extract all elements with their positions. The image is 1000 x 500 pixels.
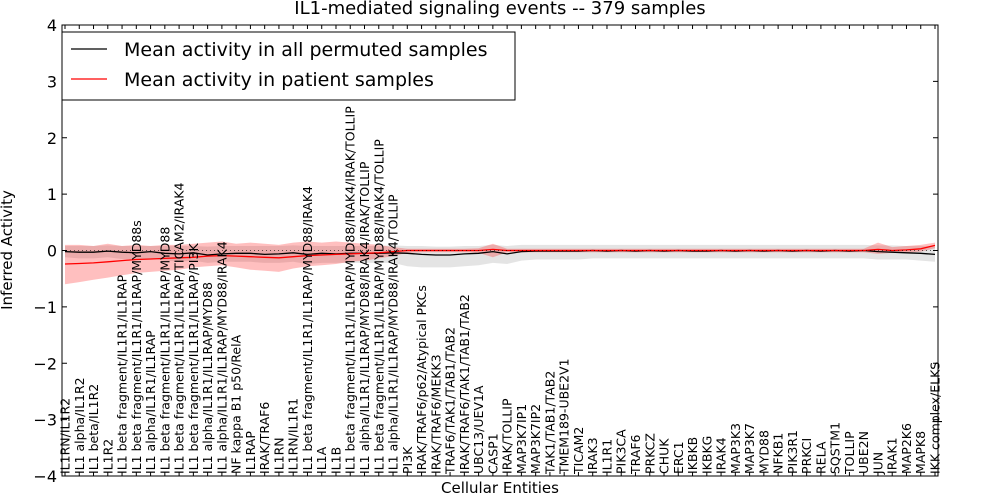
x-tick-label: IRAK3 <box>585 437 600 474</box>
x-tick-label: MAP3K3 <box>728 423 743 474</box>
x-tick-label: IRAK/TRAF6/TAK1/TAB1/TAB2 <box>457 294 472 474</box>
x-tick-label: MYD88 <box>756 430 771 474</box>
x-tick-label: IL1 beta fragment/IL1R1/IL1RAP <box>115 274 130 474</box>
x-tick-label: UBE2N <box>856 431 871 474</box>
x-tick-label: IRAK1 <box>885 437 900 474</box>
x-tick-label: MAP3K7IP2 <box>528 404 543 474</box>
x-tick-label: IRAK/TRAF6 <box>257 402 272 474</box>
band-series-2 <box>65 241 935 285</box>
x-tick-label: IL1 alpha/IL1R2 <box>72 377 87 474</box>
x-tick-label: IL1 alpha/IL1R1/IL1RAP <box>143 330 158 474</box>
y-tick-label: 2 <box>47 129 57 148</box>
legend: Mean activity in all permuted samples Me… <box>61 31 516 101</box>
x-tick-label: NF kappa B1 p50/RelA <box>229 334 244 474</box>
x-tick-label: PRKCZ <box>642 433 657 474</box>
x-tick-label: PRKCI <box>799 438 814 474</box>
x-tick-label: PIK3R1 <box>785 430 800 474</box>
x-tick-label: IL1 alpha/IL1R1/IL1RAP/MYD88/IRAK4/TOLLI… <box>386 194 401 474</box>
x-tick-label: IL1RN/IL1R2 <box>58 398 73 474</box>
x-tick-label: CASP1 <box>485 433 500 474</box>
x-tick-label: PIK3CA <box>614 429 629 474</box>
x-tick-label: IL1 alpha/IL1R1/IL1RAP/MYD88/IRAK4 <box>214 241 229 474</box>
y-tick-label: 0 <box>47 242 57 261</box>
legend-box <box>61 31 516 101</box>
x-tick-label: IKBKB <box>685 437 700 474</box>
x-tick-label: MAP3K7IP1 <box>514 404 529 474</box>
x-tick-label: TRAF6/TAK1/TAB1/TAB2 <box>443 327 458 475</box>
x-tick-label: PI3K <box>400 446 415 474</box>
x-tick-label: IL1 beta fragment/IL1R1/IL1RAP/MYD88s <box>129 220 144 474</box>
x-tick-label: IL1RN <box>271 437 286 474</box>
x-tick-label: TOLLIP <box>842 431 857 475</box>
y-tick-label: −2 <box>33 354 57 373</box>
x-tick-label: TMEM189-UBE2V1 <box>557 358 572 475</box>
y-tick-label: −1 <box>33 298 57 317</box>
x-tick-label: MAP3K7 <box>742 423 757 474</box>
x-tick-label: TRAF6 <box>628 434 643 475</box>
x-tick-label: TAK1/TAB1/TAB2 <box>542 371 557 475</box>
x-tick-label: IKK complex/ELKS <box>928 362 943 474</box>
x-tick-label: NFKB1 <box>771 433 786 474</box>
x-tick-label: IKBKG <box>699 436 714 474</box>
x-tick-label: IRAK/TRAF6/p62/Atypical PKCs <box>414 285 429 474</box>
x-tick-label: IL1 beta fragment/IL1R1/IL1RAP/MYD88 <box>157 227 172 474</box>
y-tick-label: 3 <box>47 72 57 91</box>
y-axis-label: Inferred Activity <box>0 190 16 310</box>
y-tick-label: 1 <box>47 185 57 204</box>
x-tick-label: IRAK/TOLLIP <box>500 398 515 474</box>
x-tick-label: IL1RAP <box>243 431 258 474</box>
x-tick-label: IL1 beta/IL1R2 <box>86 384 101 474</box>
x-axis: IL1RN/IL1R2 IL1 alpha/IL1R2 IL1 beta/IL1R2… <box>58 25 943 476</box>
x-tick-label: IL1R1 <box>600 439 615 474</box>
x-tick-label: IL1A <box>314 446 329 474</box>
x-tick-label: IL1 beta fragment/IL1R1/IL1RAP/MYD88/IRA… <box>300 186 315 474</box>
y-axis: −4 −3 −2 −1 0 1 2 3 4 <box>33 16 938 486</box>
y-tick-label: −3 <box>33 411 57 430</box>
x-tick-label: UBC13/UEV1A <box>471 385 486 474</box>
x-tick-label: CHUK <box>657 438 672 474</box>
x-tick-label: IL1R2 <box>100 439 115 474</box>
y-tick-label: −4 <box>33 467 57 486</box>
chart-title: IL1-mediated signaling events -- 379 sam… <box>294 0 705 19</box>
x-tick-label: IL1 beta fragment/IL1R1/IL1RAP/MYD88/IRA… <box>343 106 358 474</box>
x-tick-label: IL1RN/IL1R1 <box>286 398 301 474</box>
series-lines <box>62 244 938 265</box>
x-tick-label: RELA <box>813 441 828 474</box>
x-tick-label: MAP2K6 <box>899 423 914 474</box>
x-axis-label: Cellular Entities <box>441 479 559 497</box>
x-tick-label: IL1 beta fragment/IL1R1/IL1RAP/MYD88/IRA… <box>371 139 386 474</box>
x-tick-label: IRAK/TRAF6/MEKK3 <box>428 354 443 474</box>
x-tick-label: IL1 alpha/IL1R1/IL1RAP/MYD88 <box>200 282 215 474</box>
legend-label-permuted: Mean activity in all permuted samples <box>124 39 487 61</box>
x-tick-label: TICAM2 <box>571 427 586 475</box>
x-tick-label: IL1 beta fragment/IL1R1/IL1RAP/PI3K <box>186 243 201 474</box>
legend-label-patient: Mean activity in patient samples <box>124 69 434 91</box>
x-tick-label: IL1 beta fragment/IL1R1/IL1RAP/TICAM2/IR… <box>172 183 187 474</box>
x-tick-label: MAPK8 <box>913 431 928 474</box>
x-tick-label: IL1B <box>329 447 344 474</box>
x-tick-label: IL1 alpha/IL1R1/IL1RAP/MYD88/IRAK4/IRAK/… <box>357 161 372 474</box>
x-tick-label: SQSTM1 <box>828 422 843 474</box>
x-tick-label: IRAK4 <box>714 437 729 474</box>
x-tick-label: JUN <box>871 452 886 475</box>
x-tick-label: ERC1 <box>671 441 686 474</box>
y-tick-label: 4 <box>47 16 57 35</box>
